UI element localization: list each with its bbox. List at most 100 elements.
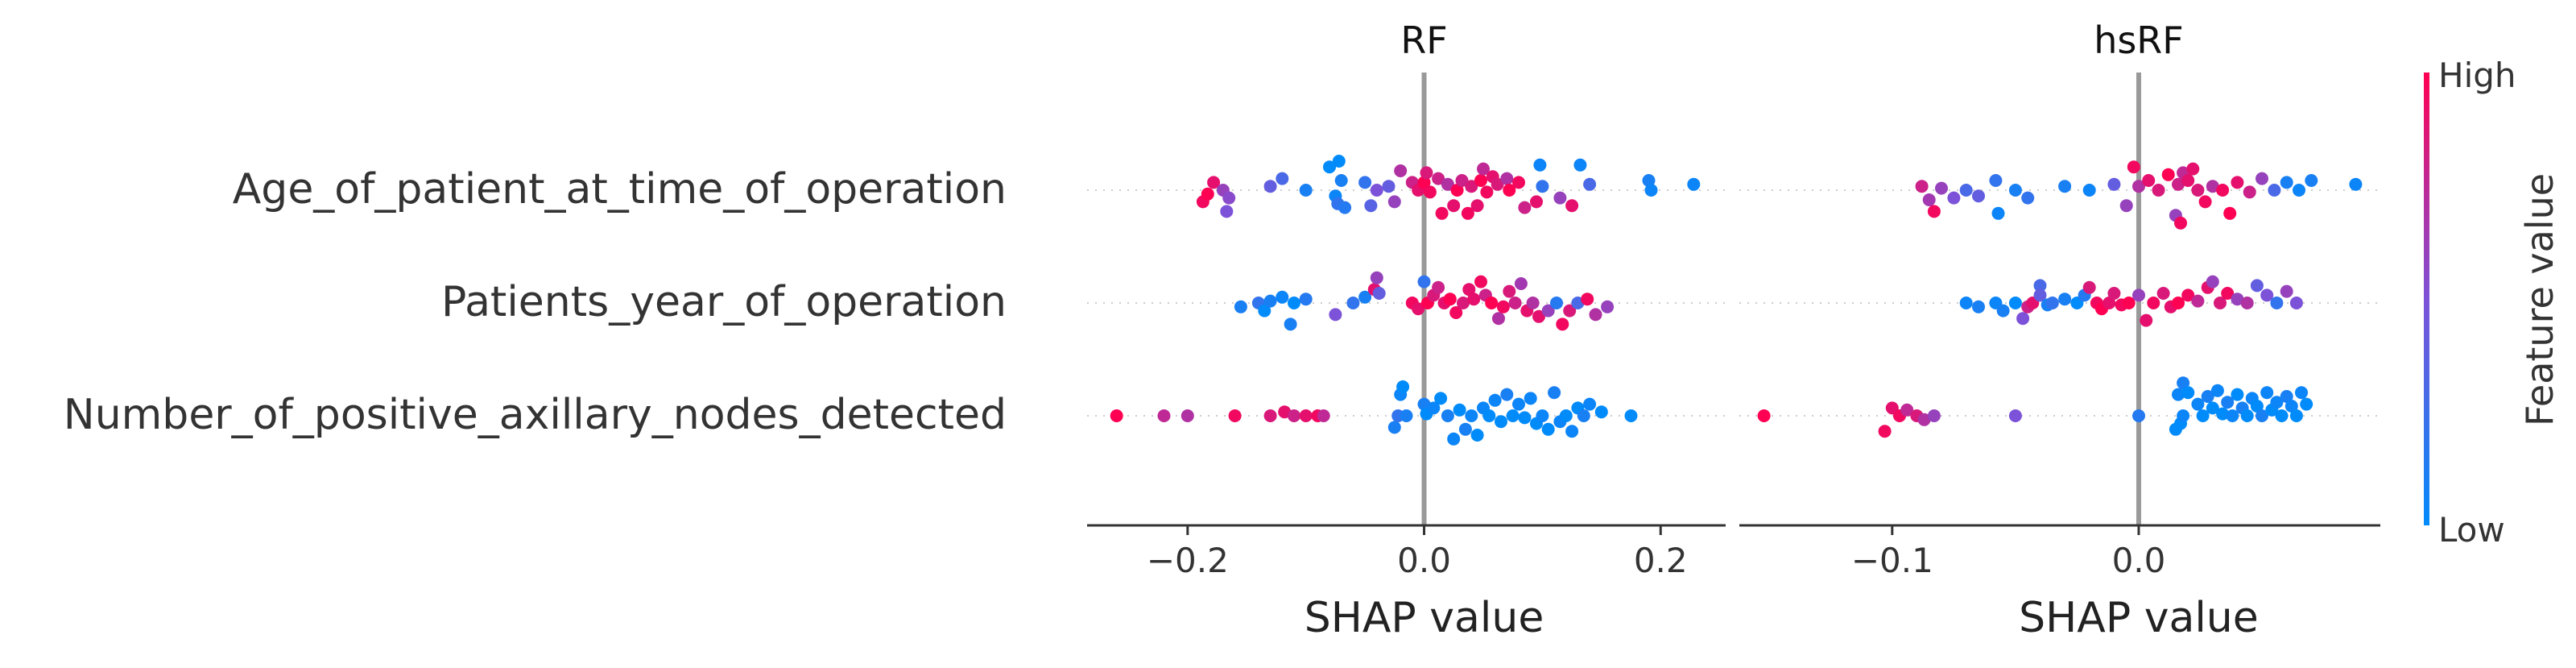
shap-point bbox=[2127, 160, 2140, 174]
shap-point bbox=[1496, 300, 1510, 313]
shap-point bbox=[1288, 297, 1300, 309]
shap-point bbox=[1900, 403, 1914, 417]
shap-point bbox=[2268, 184, 2281, 197]
panel-hsrf: −0.1 0.0 hsRF SHAP value bbox=[1739, 19, 2380, 642]
feature-label-1: Patients_year_of_operation bbox=[441, 278, 1007, 326]
shap-point bbox=[2191, 397, 2205, 411]
shap-point bbox=[1477, 162, 1490, 176]
shap-point bbox=[1394, 164, 1408, 177]
shap-point bbox=[1441, 409, 1454, 422]
shap-point bbox=[2132, 180, 2145, 193]
shap-point bbox=[1485, 297, 1499, 309]
shap-point bbox=[2058, 293, 2072, 306]
shap-point bbox=[1284, 317, 1297, 331]
shap-point bbox=[2300, 397, 2313, 411]
shap-point bbox=[2256, 172, 2268, 185]
shap-point bbox=[1959, 184, 1973, 197]
shap-point bbox=[2305, 174, 2318, 187]
x-tick-label: 0.0 bbox=[1397, 541, 1451, 580]
shap-point bbox=[1228, 409, 1242, 422]
shap-point bbox=[1417, 176, 1431, 189]
shap-point bbox=[1457, 297, 1470, 309]
shap-point bbox=[2256, 409, 2268, 422]
shap-point bbox=[1358, 176, 1372, 189]
shap-point bbox=[2275, 409, 2289, 422]
shap-point bbox=[1577, 409, 1590, 422]
x-tick-label: −0.1 bbox=[1851, 541, 1933, 580]
shap-point bbox=[2223, 206, 2237, 220]
shap-point bbox=[1299, 184, 1313, 197]
shap-point bbox=[1878, 425, 1892, 438]
shap-point bbox=[2181, 288, 2195, 302]
shap-point bbox=[2210, 384, 2224, 397]
shap-point bbox=[1550, 297, 1563, 309]
feature-labels: Age_of_patient_at_time_of_operation Patie… bbox=[64, 165, 1007, 439]
colorbar-gradient bbox=[2424, 73, 2429, 525]
shap-point bbox=[1450, 184, 1464, 197]
shap-point bbox=[1364, 199, 1378, 213]
shap-point bbox=[1110, 409, 1123, 422]
shap-point bbox=[1317, 409, 1330, 422]
shap-point bbox=[2250, 400, 2264, 413]
shap-point bbox=[1506, 409, 1520, 422]
shap-point bbox=[1482, 409, 1496, 422]
shap-point bbox=[1503, 184, 1516, 197]
feature-label-2: Number_of_positive_axillary_nodes_detect… bbox=[64, 391, 1007, 439]
shap-point bbox=[1526, 297, 1540, 309]
x-tick-label: 0.2 bbox=[1634, 541, 1688, 580]
shap-point bbox=[2082, 184, 2096, 197]
shap-point bbox=[2191, 294, 2205, 308]
shap-point bbox=[1207, 176, 1221, 189]
shap-point bbox=[1565, 425, 1579, 438]
shap-point bbox=[2122, 297, 2136, 309]
shap-point bbox=[1514, 277, 1528, 290]
shap-point bbox=[1532, 309, 1545, 323]
shap-point bbox=[1323, 160, 1336, 174]
shap-point bbox=[1263, 180, 1277, 193]
shap-point bbox=[1536, 180, 1549, 193]
shap-point bbox=[1382, 180, 1396, 193]
shap-point bbox=[1470, 199, 1484, 213]
shap-point bbox=[2147, 297, 2160, 309]
shap-point bbox=[1594, 405, 1608, 419]
shap-point bbox=[1222, 191, 1236, 205]
colorbar: High Low Feature value bbox=[2424, 56, 2562, 550]
shap-point bbox=[1299, 409, 1313, 422]
shap-point bbox=[2082, 280, 2096, 294]
shap-point bbox=[2289, 409, 2303, 422]
shap-point bbox=[1443, 293, 1457, 306]
shap-point bbox=[1396, 380, 1410, 393]
shap-point bbox=[1518, 201, 1532, 214]
shap-point bbox=[2021, 191, 2035, 205]
shap-point bbox=[2231, 176, 2244, 189]
shap-point bbox=[2216, 407, 2230, 421]
colorbar-high-label: High bbox=[2438, 56, 2516, 95]
shap-point bbox=[1465, 409, 1478, 422]
shap-point bbox=[1432, 280, 1445, 294]
shap-point bbox=[2186, 162, 2200, 176]
shap-point bbox=[2293, 184, 2305, 197]
shap-point bbox=[1644, 184, 1658, 197]
shap-point bbox=[2132, 409, 2145, 422]
shap-point bbox=[1447, 432, 1461, 446]
x-axis-label: SHAP value bbox=[2019, 594, 2259, 642]
shap-point bbox=[1512, 397, 1525, 411]
shap-point bbox=[1288, 409, 1300, 422]
shap-point bbox=[1329, 308, 1342, 322]
shap-point bbox=[1757, 409, 1771, 422]
shap-point bbox=[1492, 312, 1505, 326]
shap-point bbox=[1508, 297, 1522, 309]
shap-point bbox=[2214, 297, 2227, 309]
shap-point bbox=[1583, 177, 1597, 191]
shap-point bbox=[2177, 376, 2190, 390]
shap-point bbox=[1462, 283, 1476, 297]
shap-point bbox=[1465, 180, 1478, 193]
shap-point bbox=[1220, 205, 1234, 218]
shap-point bbox=[1334, 174, 1348, 187]
shap-point bbox=[2152, 184, 2165, 197]
shap-point bbox=[2280, 390, 2293, 403]
shap-point bbox=[2103, 297, 2116, 309]
shap-point bbox=[1503, 284, 1516, 298]
